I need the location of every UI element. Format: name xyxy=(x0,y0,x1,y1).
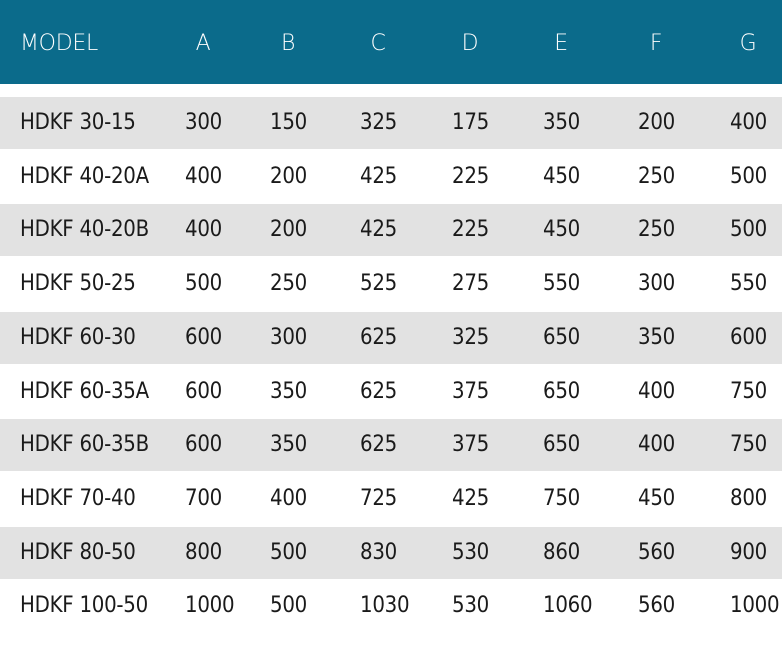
model-name: HDKF 80-50 xyxy=(20,539,136,565)
dimension-value: 300 xyxy=(270,324,307,350)
dimension-value: 275 xyxy=(452,271,489,297)
dimension-value: 550 xyxy=(543,271,580,297)
dimension-value: 250 xyxy=(638,163,675,189)
dimension-value: 400 xyxy=(730,110,767,135)
dimension-value: 325 xyxy=(452,324,489,350)
dimension-value: 600 xyxy=(185,378,222,404)
dimension-value: 500 xyxy=(270,593,307,619)
row-stripe xyxy=(0,311,782,364)
dimension-value: 500 xyxy=(730,163,767,189)
dimension-value: 425 xyxy=(360,217,397,243)
model-name: HDKF 40-20A xyxy=(20,163,149,189)
dimension-value: 1000 xyxy=(185,593,235,619)
dimension-value: 625 xyxy=(360,432,397,458)
dimension-value: 300 xyxy=(185,110,222,135)
dimension-value: 550 xyxy=(730,271,767,297)
row-stripe xyxy=(0,419,782,472)
dimension-value: 500 xyxy=(270,539,307,565)
dimension-value: 750 xyxy=(730,432,767,458)
dimension-value: 450 xyxy=(543,217,580,243)
dimension-value: 250 xyxy=(270,271,307,297)
dimension-value: 225 xyxy=(452,163,489,189)
dimension-value: 400 xyxy=(185,217,222,243)
dimension-value: 200 xyxy=(638,110,675,135)
model-name: HDKF 40-20B xyxy=(20,217,149,243)
dimension-value: 625 xyxy=(360,324,397,350)
dimension-value: 1030 xyxy=(360,593,410,619)
dimension-value: 750 xyxy=(730,378,767,404)
dimension-value: 400 xyxy=(638,378,675,404)
dimension-value: 375 xyxy=(452,378,489,404)
model-name: HDKF 70-40 xyxy=(20,485,136,511)
dimension-value: 725 xyxy=(360,485,397,511)
model-name: HDKF 30-15 xyxy=(20,110,136,135)
dimension-value: 350 xyxy=(638,324,675,350)
dimension-value: 560 xyxy=(638,593,675,619)
dimension-value: 800 xyxy=(185,539,222,565)
table-header xyxy=(0,0,782,84)
column-header: A xyxy=(195,31,211,56)
dimension-value: 400 xyxy=(270,485,307,511)
dimension-value: 375 xyxy=(452,432,489,458)
column-header: D xyxy=(461,31,479,56)
dimension-value: 500 xyxy=(730,217,767,243)
dimension-value: 900 xyxy=(730,539,767,565)
dimension-value: 400 xyxy=(185,163,222,189)
dimension-value: 350 xyxy=(543,110,580,135)
column-header: C xyxy=(370,31,386,56)
model-name: HDKF 60-35A xyxy=(20,378,149,404)
dimension-value: 860 xyxy=(543,539,580,565)
column-header: F xyxy=(649,31,663,56)
dimension-value: 425 xyxy=(360,163,397,189)
dimension-value: 530 xyxy=(452,539,489,565)
dimension-value: 350 xyxy=(270,378,307,404)
dimension-value: 800 xyxy=(730,485,767,511)
dimension-value: 425 xyxy=(452,485,489,511)
dimension-value: 625 xyxy=(360,378,397,404)
model-name: HDKF 100-50 xyxy=(20,593,148,619)
dimension-value: 200 xyxy=(270,217,307,243)
column-header: MODEL xyxy=(20,31,98,56)
column-header: B xyxy=(280,31,296,56)
dimension-value: 150 xyxy=(270,110,307,135)
dimension-value: 560 xyxy=(638,539,675,565)
dimension-value: 1000 xyxy=(730,593,780,619)
column-header: G xyxy=(739,31,757,56)
dimension-value: 325 xyxy=(360,110,397,135)
dimension-value: 350 xyxy=(270,432,307,458)
dimension-value: 175 xyxy=(452,110,489,135)
dimension-value: 300 xyxy=(638,271,675,297)
dimension-value: 400 xyxy=(638,432,675,458)
dimension-value: 650 xyxy=(543,324,580,350)
dimension-value: 830 xyxy=(360,539,397,565)
dimension-value: 500 xyxy=(185,271,222,297)
dimension-value: 200 xyxy=(270,163,307,189)
dimension-value: 600 xyxy=(185,432,222,458)
column-header: E xyxy=(554,31,568,56)
dimension-value: 530 xyxy=(452,593,489,619)
model-name: HDKF 60-35B xyxy=(20,432,149,458)
dimension-value: 225 xyxy=(452,217,489,243)
dimension-value: 450 xyxy=(543,163,580,189)
dimension-value: 650 xyxy=(543,378,580,404)
dimension-value: 650 xyxy=(543,432,580,458)
dimension-value: 250 xyxy=(638,217,675,243)
model-name: HDKF 50-25 xyxy=(20,271,136,297)
dimension-value: 525 xyxy=(360,271,397,297)
row-stripe xyxy=(0,97,782,149)
dimension-value: 750 xyxy=(543,485,580,511)
dimension-value: 600 xyxy=(730,324,767,350)
dimension-value: 450 xyxy=(638,485,675,511)
row-stripe xyxy=(0,204,782,257)
dimension-value: 700 xyxy=(185,485,222,511)
dimension-value: 600 xyxy=(185,324,222,350)
model-name: HDKF 60-30 xyxy=(20,324,136,350)
dimension-value: 1060 xyxy=(543,593,593,619)
row-stripe xyxy=(0,526,782,579)
